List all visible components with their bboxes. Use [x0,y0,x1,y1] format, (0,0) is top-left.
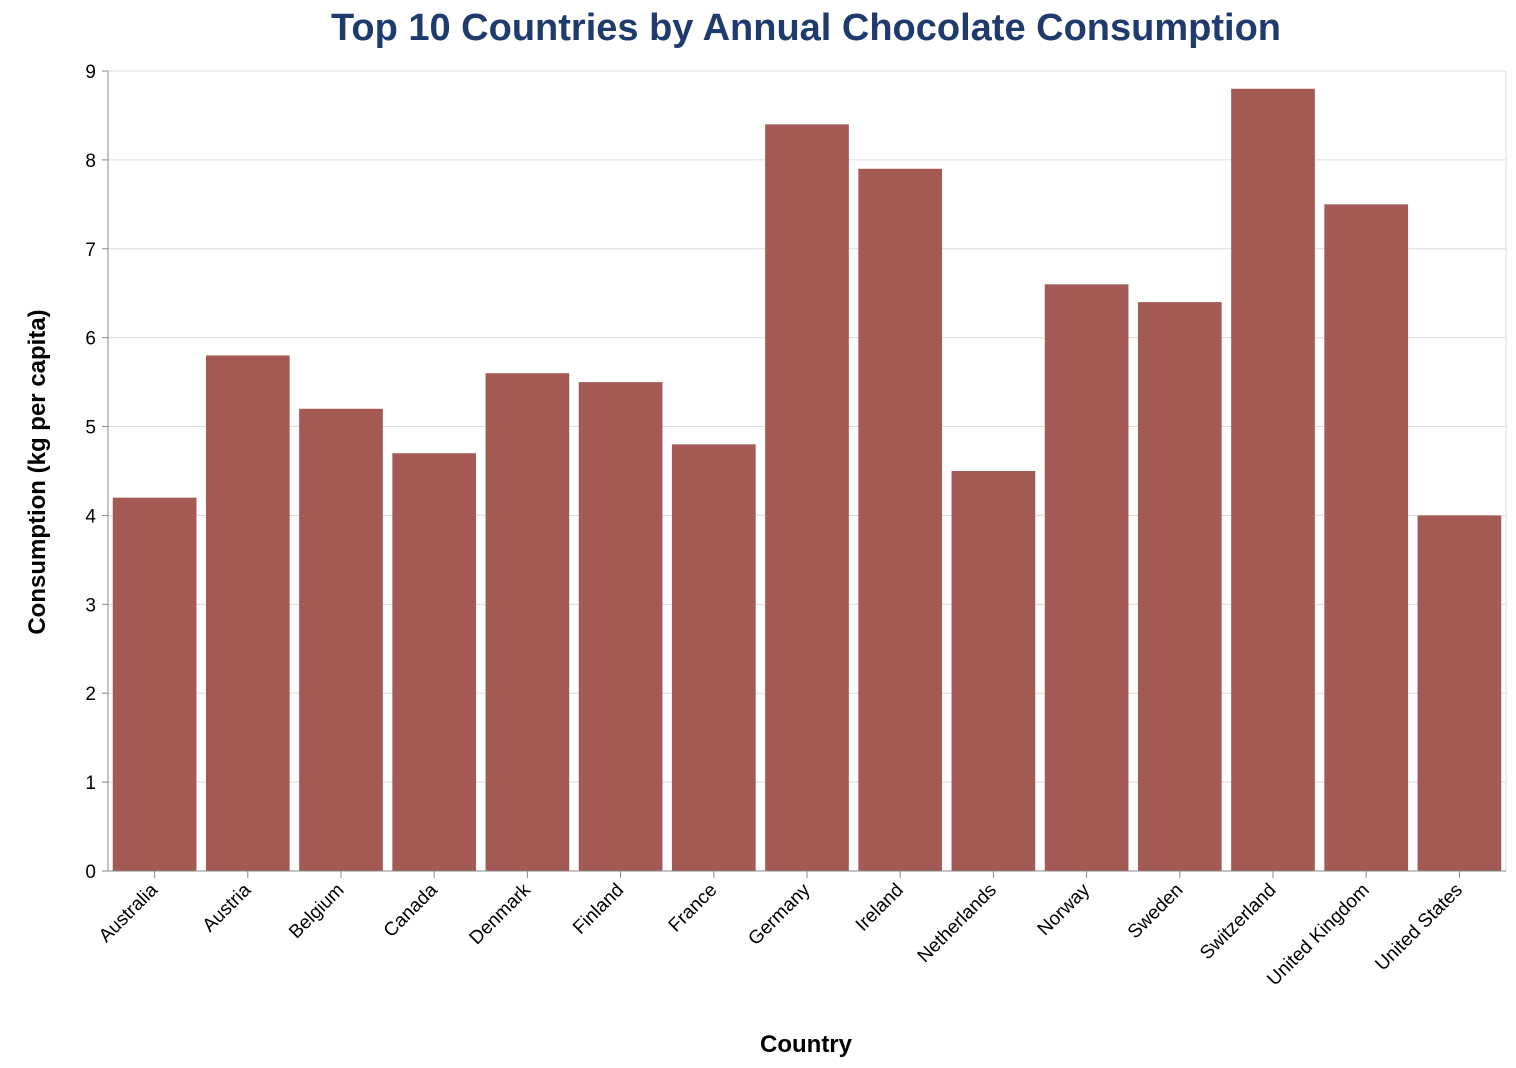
x-tick-label: Belgium [285,880,348,943]
y-tick-label: 3 [85,595,96,616]
x-tick-label: France [665,880,722,937]
bar-canada [392,453,477,871]
y-tick-label: 2 [85,684,96,705]
x-tick-label: Finland [569,880,628,939]
y-tick-label: 4 [85,506,96,527]
bar-sweden [1137,302,1222,872]
bar-austria [205,355,290,871]
bar-belgium [299,408,383,871]
y-axis-ticks: 0 1 2 3 4 5 6 7 8 9 [85,62,108,883]
bar-ireland [858,168,943,871]
bar-switzerland [1231,88,1315,872]
bar-finland [578,382,663,871]
chart-title: Top 10 Countries by Annual Chocolate Con… [331,7,1281,49]
x-axis-ticks: Australia Austria Belgium Canada Denmark Finl… [95,871,1467,990]
x-tick-label: Norway [1034,879,1095,940]
x-tick-label: Canada [380,879,442,941]
x-tick-label: Netherlands [914,880,1001,967]
bar-united-kingdom [1324,204,1409,872]
x-tick-label: United States [1371,880,1467,976]
x-axis-title: Country [760,1031,853,1058]
bar-germany [765,124,849,872]
x-tick-label: United Kingdom [1263,880,1373,990]
y-tick-label: 9 [85,62,96,83]
x-tick-label: Australia [95,879,162,946]
x-tick-label: Ireland [852,880,908,936]
bar-australia [112,497,197,871]
y-tick-label: 8 [85,151,96,172]
bar-united-states [1417,515,1502,871]
y-tick-label: 5 [85,418,96,439]
bar-norway [1044,284,1129,871]
y-tick-label: 6 [85,329,96,350]
y-tick-label: 0 [85,862,96,883]
x-tick-label: Denmark [466,879,536,949]
bar-denmark [485,373,570,871]
bar-netherlands [951,471,1036,871]
x-tick-label: Sweden [1124,880,1187,943]
y-tick-label: 1 [85,773,96,794]
x-tick-label: Austria [199,879,256,936]
y-tick-label: 7 [85,240,96,261]
bars [112,88,1502,872]
x-tick-label: Switzerland [1196,880,1280,964]
y-axis-title: Consumption (kg per capita) [24,309,51,634]
bar-france [671,444,756,871]
x-tick-label: Germany [744,879,814,949]
